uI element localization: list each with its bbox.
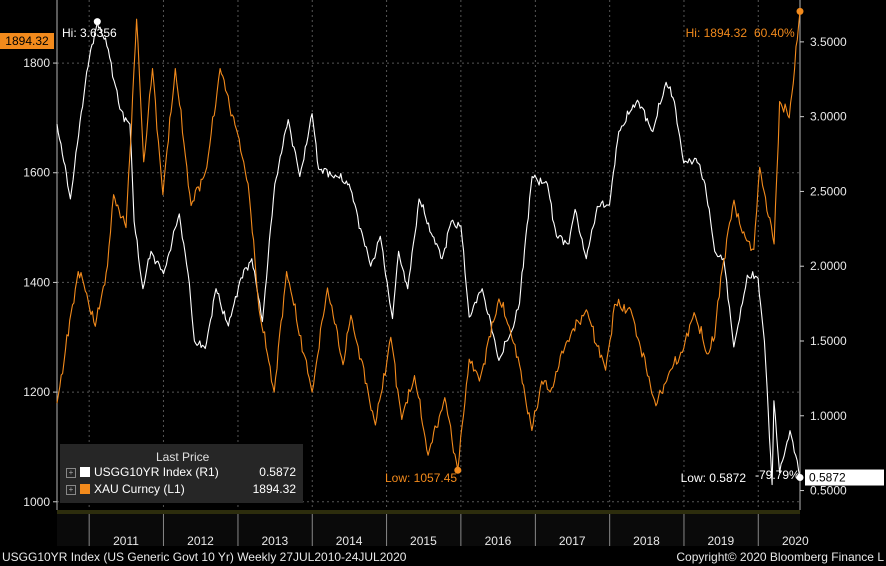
legend-series-name: XAU Curncy (L1) (94, 482, 185, 496)
expand-icon[interactable]: + (66, 485, 76, 495)
usgg10yr-series-line (56, 21, 801, 486)
left-tick-label: 1200 (23, 385, 50, 399)
usg-low-pct: -79.79% (755, 468, 800, 482)
left-tick-label: 1600 (23, 166, 50, 180)
left-tick-label: 1800 (23, 56, 50, 70)
right-tick-label: 2.5000 (810, 184, 847, 198)
left-tick-label: 1000 (23, 495, 50, 509)
expand-icon[interactable]: + (66, 468, 76, 478)
right-tick-label: 3.5000 (810, 35, 847, 49)
right-tick-label: 0.5000 (810, 484, 847, 498)
xau-hi-label: Hi: 1894.32 (686, 26, 748, 40)
footer-copyright: Copyright© 2020 Bloomberg Finance L (676, 550, 884, 564)
right-tick-label: 1.0000 (810, 409, 847, 423)
xau-series-line (56, 11, 801, 471)
right-tick-label: 3.0000 (810, 110, 847, 124)
year-label: 2017 (559, 534, 586, 548)
legend-row-usgg10yr[interactable]: + USGG10YR Index (R1) 0.5872 (66, 465, 300, 481)
x-axis-label-band (57, 514, 800, 546)
left-value-tag: 1894.32 (5, 34, 49, 48)
year-labels: 2011 2012 2013 2014 2015 2016 2017 2018 2019 2020 (113, 534, 809, 548)
xau-low-marker (454, 466, 462, 474)
legend-series-value: 1894.32 (252, 482, 296, 496)
year-label: 2016 (485, 534, 512, 548)
xau-hi-pct: 60.40% (754, 26, 795, 40)
xau-hi-marker (796, 7, 804, 15)
usg-low-label: Low: 0.5872 (681, 471, 747, 485)
usg-low-marker (796, 474, 804, 482)
right-value-tag: 0.5872 (809, 471, 846, 485)
legend-swatch-xau (80, 484, 90, 494)
legend-swatch-usgg10yr (80, 467, 90, 477)
year-label: 2014 (336, 534, 363, 548)
right-axis-ticks: 0.5000 1.0000 1.5000 2.0000 2.5000 3.0000 3.50… (800, 35, 847, 498)
year-label: 2018 (633, 534, 660, 548)
year-label: 2012 (187, 534, 214, 548)
legend-row-xau[interactable]: + XAU Curncy (L1) 1894.32 (66, 482, 300, 498)
usg-hi-marker (93, 18, 101, 26)
right-tick-label: 1.5000 (810, 334, 847, 348)
legend-series-value: 0.5872 (259, 465, 296, 479)
left-value-tag-box (0, 33, 54, 49)
x-axis-band (57, 510, 800, 514)
year-label: 2019 (707, 534, 734, 548)
footer-description: USGG10YR Index (US Generic Govt 10 Yr) W… (2, 550, 407, 564)
legend-title: Last Price (156, 450, 210, 464)
year-label: 2011 (113, 534, 139, 548)
right-tick-label: 2.0000 (810, 259, 847, 273)
year-label: 2013 (261, 534, 288, 548)
usg-hi-label: Hi: 3.6356 (62, 26, 117, 40)
legend-box: Last Price + USGG10YR Index (R1) 0.5872 … (60, 444, 303, 503)
right-value-tag-box (805, 469, 884, 486)
series-lines (56, 11, 801, 486)
legend-series-name: USGG10YR Index (R1) (94, 465, 219, 479)
left-axis-ticks: 1000 1200 1400 1600 1800 (23, 56, 57, 509)
footer-bar: USGG10YR Index (US Generic Govt 10 Yr) W… (0, 549, 886, 566)
year-label: 2020 (782, 534, 809, 548)
grid-lines (57, 0, 800, 510)
left-tick-label: 1400 (23, 275, 50, 289)
year-label: 2015 (410, 534, 437, 548)
annotations: 1894.32 Hi: 1894.32 60.40% Hi: 3.6356 Low: 1… (0, 7, 884, 486)
year-separators (88, 514, 759, 546)
xau-low-label: Low: 1057.45 (385, 471, 457, 485)
